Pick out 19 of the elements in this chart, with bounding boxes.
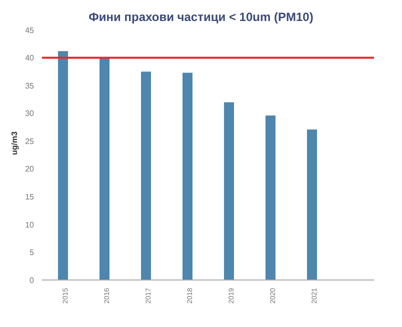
y-tick-label: 45	[25, 26, 35, 35]
bar	[307, 129, 317, 280]
chart-title: Фини прахови частици < 10um (PM10)	[88, 9, 314, 26]
y-tick-label: 20	[25, 164, 35, 174]
bar	[224, 102, 234, 280]
y-tick-label: 25	[25, 136, 35, 146]
bar	[141, 72, 151, 280]
y-tick-label: 5	[30, 248, 35, 258]
bar	[266, 116, 276, 280]
y-axis-title: ug/m3	[10, 130, 19, 155]
y-tick-label: 10	[25, 220, 35, 230]
y-tick-label: 30	[25, 109, 35, 118]
y-tick-label: 40	[25, 54, 35, 63]
y-tick-label: 15	[25, 192, 35, 202]
y-tick-label: 35	[25, 81, 35, 90]
bar	[182, 72, 192, 280]
y-tick-label: 0	[30, 276, 35, 285]
bar	[100, 58, 110, 280]
bar	[58, 51, 68, 280]
